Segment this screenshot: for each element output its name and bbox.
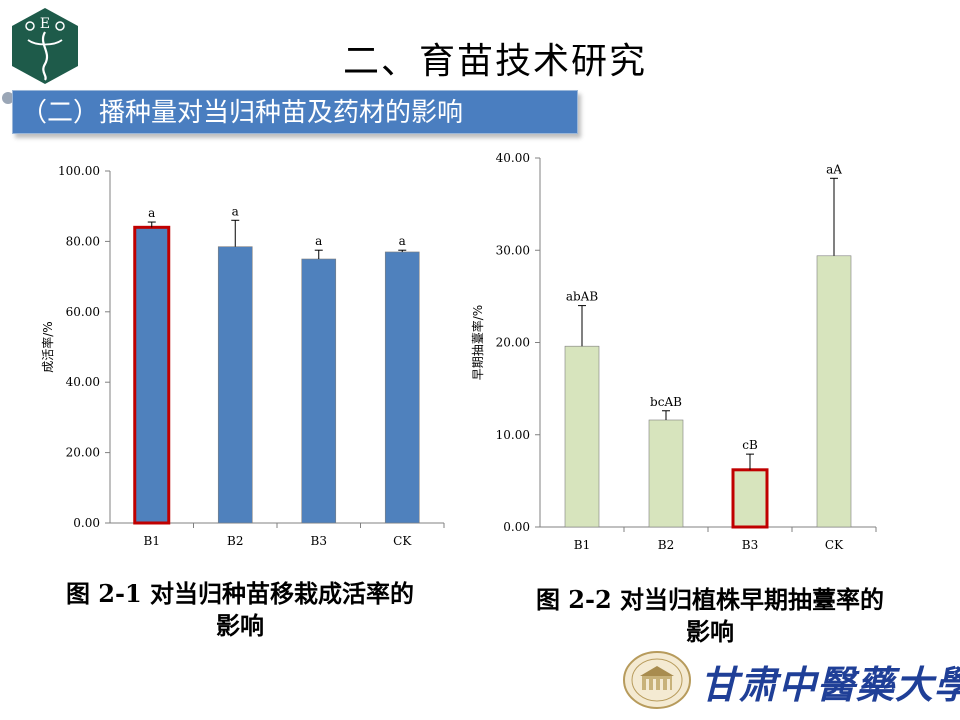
logo-letters: E	[40, 16, 50, 32]
bar-b2	[217, 246, 253, 524]
y-tick-label: 0.00	[73, 516, 100, 530]
significance-label: a	[148, 206, 155, 220]
y-tick-label: 20.00	[66, 446, 100, 460]
significance-label: a	[399, 234, 406, 248]
category-label: B1	[144, 534, 160, 548]
significance-label: aA	[826, 162, 842, 176]
page-title: 二、育苗技术研究	[342, 41, 647, 82]
university-name: 甘肃中醫藥大學	[700, 662, 960, 707]
school-logo: E	[12, 8, 78, 84]
category-label: CK	[825, 538, 844, 552]
category-label: B1	[574, 538, 590, 552]
bar-b3	[301, 258, 337, 524]
y-tick-label: 80.00	[66, 234, 100, 248]
y-tick-label: 40.00	[66, 375, 100, 389]
bar-b3	[731, 468, 769, 529]
significance-label: a	[232, 204, 239, 218]
y-tick-label: 40.00	[496, 151, 530, 165]
y-axis-label: 早期抽薹率/%	[470, 305, 485, 380]
university-seal-icon	[623, 651, 691, 709]
category-label: B2	[658, 538, 674, 552]
y-axis-label: 成活率/%	[40, 321, 55, 372]
bar-ck	[816, 255, 852, 528]
y-tick-label: 20.00	[496, 336, 530, 350]
significance-label: a	[315, 234, 322, 248]
category-label: B3	[742, 538, 758, 552]
bar-b1	[564, 345, 600, 528]
significance-label: cB	[742, 438, 758, 452]
section-subtitle: （二）播种量对当归种苗及药材的影响	[12, 90, 578, 134]
bar-b1	[133, 225, 171, 525]
bar-b2	[648, 419, 684, 528]
category-label: B3	[311, 534, 327, 548]
category-label: CK	[393, 534, 412, 548]
chart1-group: 0.00 20.00 40.00 60.00 80.00 100.00 成活率/% a B1 a B…	[40, 164, 445, 548]
bullet-marker	[2, 92, 14, 104]
chart2-group: 0.00 10.00 20.00 30.00 40.00 早期抽薹率/% abAB B1 bcA…	[470, 151, 877, 552]
y-tick-label: 100.00	[58, 164, 100, 178]
y-tick-label: 0.00	[503, 520, 530, 534]
y-tick-label: 10.00	[496, 428, 530, 442]
bar-ck	[384, 251, 420, 524]
chart1-caption: 图 2-1 对当归种苗移栽成活率的影响	[65, 579, 415, 640]
chart2-caption: 图 2-2 对当归植株早期抽薹率的影响	[535, 585, 885, 646]
significance-label: bcAB	[650, 395, 682, 409]
category-label: B2	[227, 534, 243, 548]
y-tick-label: 60.00	[66, 305, 100, 319]
significance-label: abAB	[566, 290, 599, 304]
y-tick-label: 30.00	[496, 243, 530, 257]
